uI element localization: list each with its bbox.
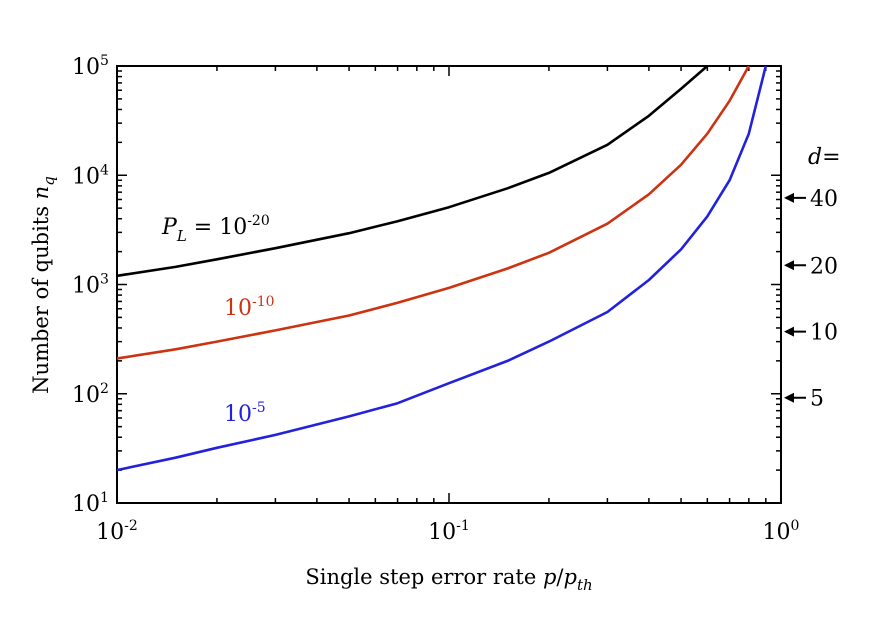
y-tick-label: 101 xyxy=(72,490,109,517)
y-tick-labels: 101 102 103 104 105 xyxy=(72,53,109,517)
d-marker-label: 20 xyxy=(810,254,838,279)
x-tick-label: 10-1 xyxy=(428,518,470,545)
d-markers: 40 20 10 5 xyxy=(784,187,838,412)
x-tick-label: 100 xyxy=(763,518,800,545)
d-marker-label: 40 xyxy=(810,187,838,212)
d-marker-arrow-head xyxy=(784,326,794,337)
plot-frame xyxy=(116,65,782,504)
series-lines xyxy=(117,66,768,472)
x-tick-labels: 10-2 10-1 100 xyxy=(96,518,799,545)
y-tick-label: 103 xyxy=(72,272,109,299)
d-marker-arrow-head xyxy=(784,260,794,271)
series-label-pl-20: PL = 10-20 xyxy=(161,213,270,245)
y-tick-label: 105 xyxy=(72,53,109,80)
series-line-1 xyxy=(117,66,750,360)
d-marker-arrow-head xyxy=(784,192,794,203)
axis-ticks xyxy=(116,66,781,504)
d-marker-label: 10 xyxy=(810,321,838,346)
d-marker-arrow-head xyxy=(784,392,794,403)
x-tick-label: 10-2 xyxy=(96,518,138,545)
series-label-10-5: 10-5 xyxy=(224,400,266,427)
series-line-0 xyxy=(117,66,709,278)
series-label-10-10: 10-10 xyxy=(224,294,275,321)
y-axis-title: Number of qubits nq xyxy=(29,176,58,394)
y-tick-label: 102 xyxy=(72,381,109,408)
y-tick-label: 104 xyxy=(72,162,109,189)
x-axis-title: Single step error rate p/pth xyxy=(305,565,592,594)
d-marker-label: 5 xyxy=(810,387,824,412)
series-line-2 xyxy=(117,66,768,472)
right-axis-label: d= xyxy=(808,145,841,170)
